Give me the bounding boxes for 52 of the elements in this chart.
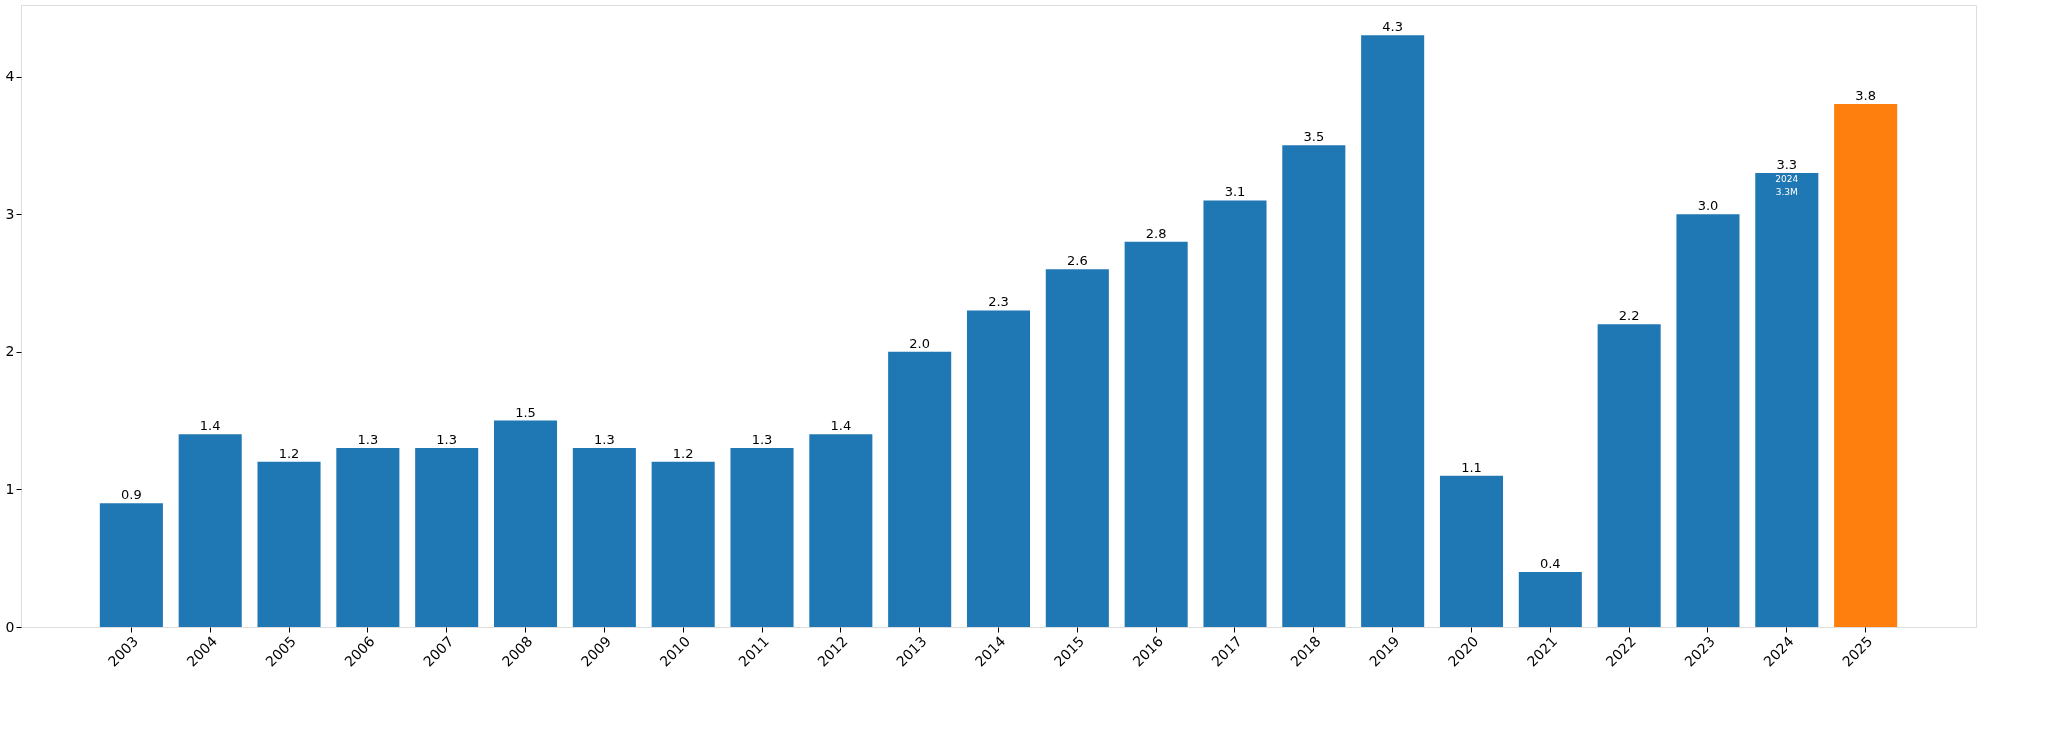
annotation: 2024 3.3M [1775, 173, 1799, 197]
data-label: 2.6 [1066, 253, 1088, 269]
data-label: 2.3 [988, 294, 1009, 310]
bar [178, 434, 242, 627]
y-tick-label: 0 [5, 618, 15, 635]
data-label: 3.5 [1303, 129, 1325, 145]
data-label: 2.8 [1145, 225, 1167, 241]
data-label: 0.9 [121, 487, 142, 503]
data-label: 1.3 [594, 432, 615, 448]
bar [99, 503, 163, 627]
bar [809, 434, 873, 627]
bar [1755, 172, 1819, 627]
bar [257, 461, 321, 627]
data-label: 0.4 [1539, 555, 1561, 571]
data-label: 2.0 [909, 335, 931, 351]
y-tick-label: 2 [5, 343, 15, 360]
bar [1597, 324, 1661, 627]
bar [1045, 269, 1109, 627]
bar [966, 310, 1031, 627]
y-tick-label: 3 [5, 205, 15, 222]
bar [1282, 145, 1346, 627]
data-label: 1.4 [199, 418, 221, 434]
data-label: 4.3 [1382, 19, 1403, 35]
data-label: 1.3 [751, 432, 773, 448]
bar [888, 351, 952, 627]
data-label: 3.3 [1776, 156, 1798, 172]
bar [1834, 104, 1898, 627]
data-label: 1.2 [278, 445, 300, 461]
bar [572, 448, 636, 627]
data-label: 3.8 [1855, 88, 1876, 104]
bar [493, 420, 558, 627]
data-label: 1.2 [672, 445, 694, 461]
data-label: 1.3 [436, 432, 458, 448]
bar [336, 448, 400, 627]
data-label: 1.1 [1461, 459, 1482, 475]
data-label: 2.2 [1618, 308, 1640, 324]
bar [415, 448, 479, 627]
bar [1124, 241, 1188, 627]
bar [1361, 35, 1425, 627]
data-label: 3.0 [1697, 198, 1719, 214]
bar [651, 461, 715, 627]
bar [730, 448, 794, 627]
bar [1676, 214, 1740, 627]
bar [1518, 571, 1582, 627]
bar [1439, 475, 1504, 627]
data-label: 1.3 [357, 432, 379, 448]
data-label: 3.1 [1224, 184, 1246, 200]
bar [1203, 200, 1267, 627]
data-label: 1.5 [515, 404, 536, 420]
y-tick-label: 4 [5, 68, 15, 85]
y-tick-label: 1 [5, 480, 15, 497]
data-label: 1.4 [830, 418, 852, 434]
